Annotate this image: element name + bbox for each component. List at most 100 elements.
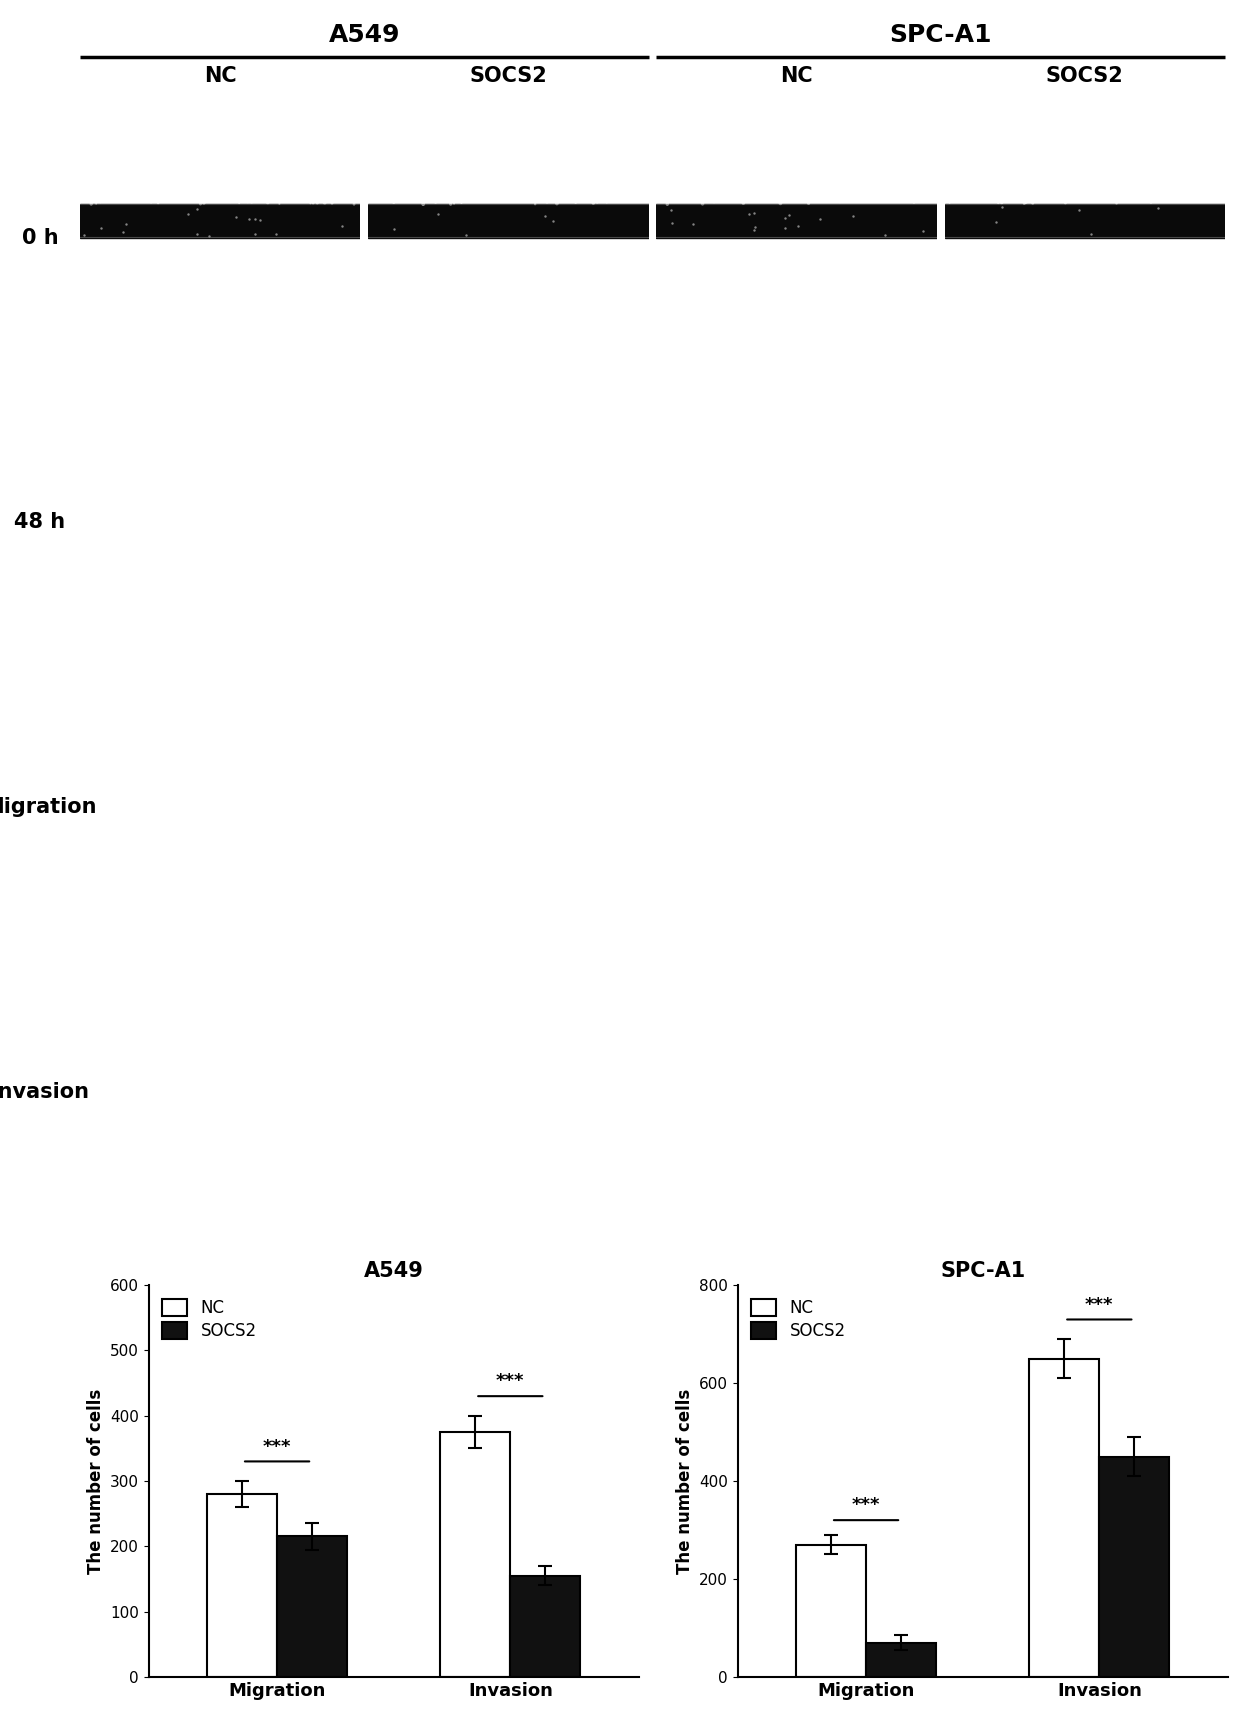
Point — [304, 115, 324, 142]
Point — [852, 157, 872, 185]
Point — [389, 133, 409, 161]
Point — [531, 272, 551, 299]
Point — [87, 108, 107, 135]
Point — [265, 130, 285, 157]
Point — [651, 92, 671, 120]
Point — [1141, 188, 1161, 216]
Point — [293, 313, 312, 340]
Point — [192, 147, 212, 175]
Point — [756, 274, 776, 301]
Point — [458, 270, 477, 298]
Point — [742, 279, 761, 306]
Point — [1044, 176, 1064, 204]
Point — [712, 462, 732, 489]
Point — [983, 344, 1003, 371]
Point — [481, 96, 501, 123]
Point — [301, 323, 321, 351]
Point — [1111, 260, 1131, 287]
Point — [526, 190, 546, 217]
Point — [92, 532, 112, 559]
Point — [779, 123, 799, 151]
Point — [559, 149, 579, 176]
Point — [153, 145, 172, 173]
Point — [1188, 154, 1208, 181]
Point — [1131, 145, 1151, 173]
Point — [681, 132, 701, 159]
Point — [807, 484, 827, 512]
Point — [734, 157, 754, 185]
Point — [750, 233, 770, 260]
Point — [790, 154, 810, 181]
Point — [538, 347, 558, 375]
Point — [413, 127, 433, 154]
Point — [728, 154, 748, 181]
Point — [286, 452, 306, 479]
Point — [1159, 354, 1179, 382]
Point — [1169, 159, 1189, 186]
Point — [518, 145, 538, 173]
Point — [1097, 308, 1117, 335]
Point — [393, 258, 413, 286]
Point — [471, 176, 491, 204]
Point — [129, 123, 149, 151]
Point — [866, 157, 885, 185]
Point — [507, 144, 527, 171]
Point — [123, 274, 143, 301]
Point — [1054, 549, 1074, 577]
Point — [1066, 156, 1086, 183]
Point — [171, 635, 191, 662]
Point — [1163, 306, 1183, 334]
Point — [403, 92, 423, 120]
Point — [113, 219, 133, 246]
Point — [1058, 293, 1078, 320]
Point — [1043, 169, 1063, 197]
Point — [779, 282, 799, 310]
Point — [440, 101, 460, 128]
Point — [444, 94, 464, 121]
Point — [683, 349, 703, 376]
Point — [916, 152, 936, 180]
Point — [632, 506, 652, 534]
Point — [244, 279, 264, 306]
Point — [83, 163, 103, 190]
Point — [1176, 163, 1195, 190]
Point — [965, 252, 985, 279]
Point — [802, 313, 822, 340]
Point — [76, 157, 95, 185]
Point — [564, 108, 584, 135]
Point — [326, 286, 346, 313]
Point — [841, 156, 861, 183]
Point — [227, 145, 247, 173]
Point — [155, 423, 175, 450]
Point — [228, 181, 248, 209]
Point — [681, 310, 701, 337]
Point — [136, 289, 156, 317]
Point — [755, 161, 775, 188]
Point — [100, 156, 120, 183]
Point — [1154, 156, 1174, 183]
Point — [1208, 91, 1228, 118]
Point — [83, 98, 103, 125]
Point — [1034, 120, 1054, 147]
Point — [310, 298, 330, 325]
Point — [882, 498, 901, 525]
Point — [920, 144, 940, 171]
Point — [456, 123, 476, 151]
Point — [742, 130, 761, 157]
Point — [247, 163, 267, 190]
Point — [1149, 344, 1169, 371]
Point — [1056, 116, 1076, 144]
Point — [949, 132, 968, 159]
Point — [789, 623, 808, 650]
Point — [765, 631, 785, 659]
Point — [614, 566, 634, 594]
Point — [966, 164, 986, 192]
Point — [215, 130, 234, 157]
Point — [273, 144, 293, 171]
Point — [629, 252, 649, 279]
Point — [743, 123, 763, 151]
Point — [464, 157, 484, 185]
Point — [956, 252, 976, 279]
Point — [403, 255, 423, 282]
Point — [843, 339, 863, 366]
